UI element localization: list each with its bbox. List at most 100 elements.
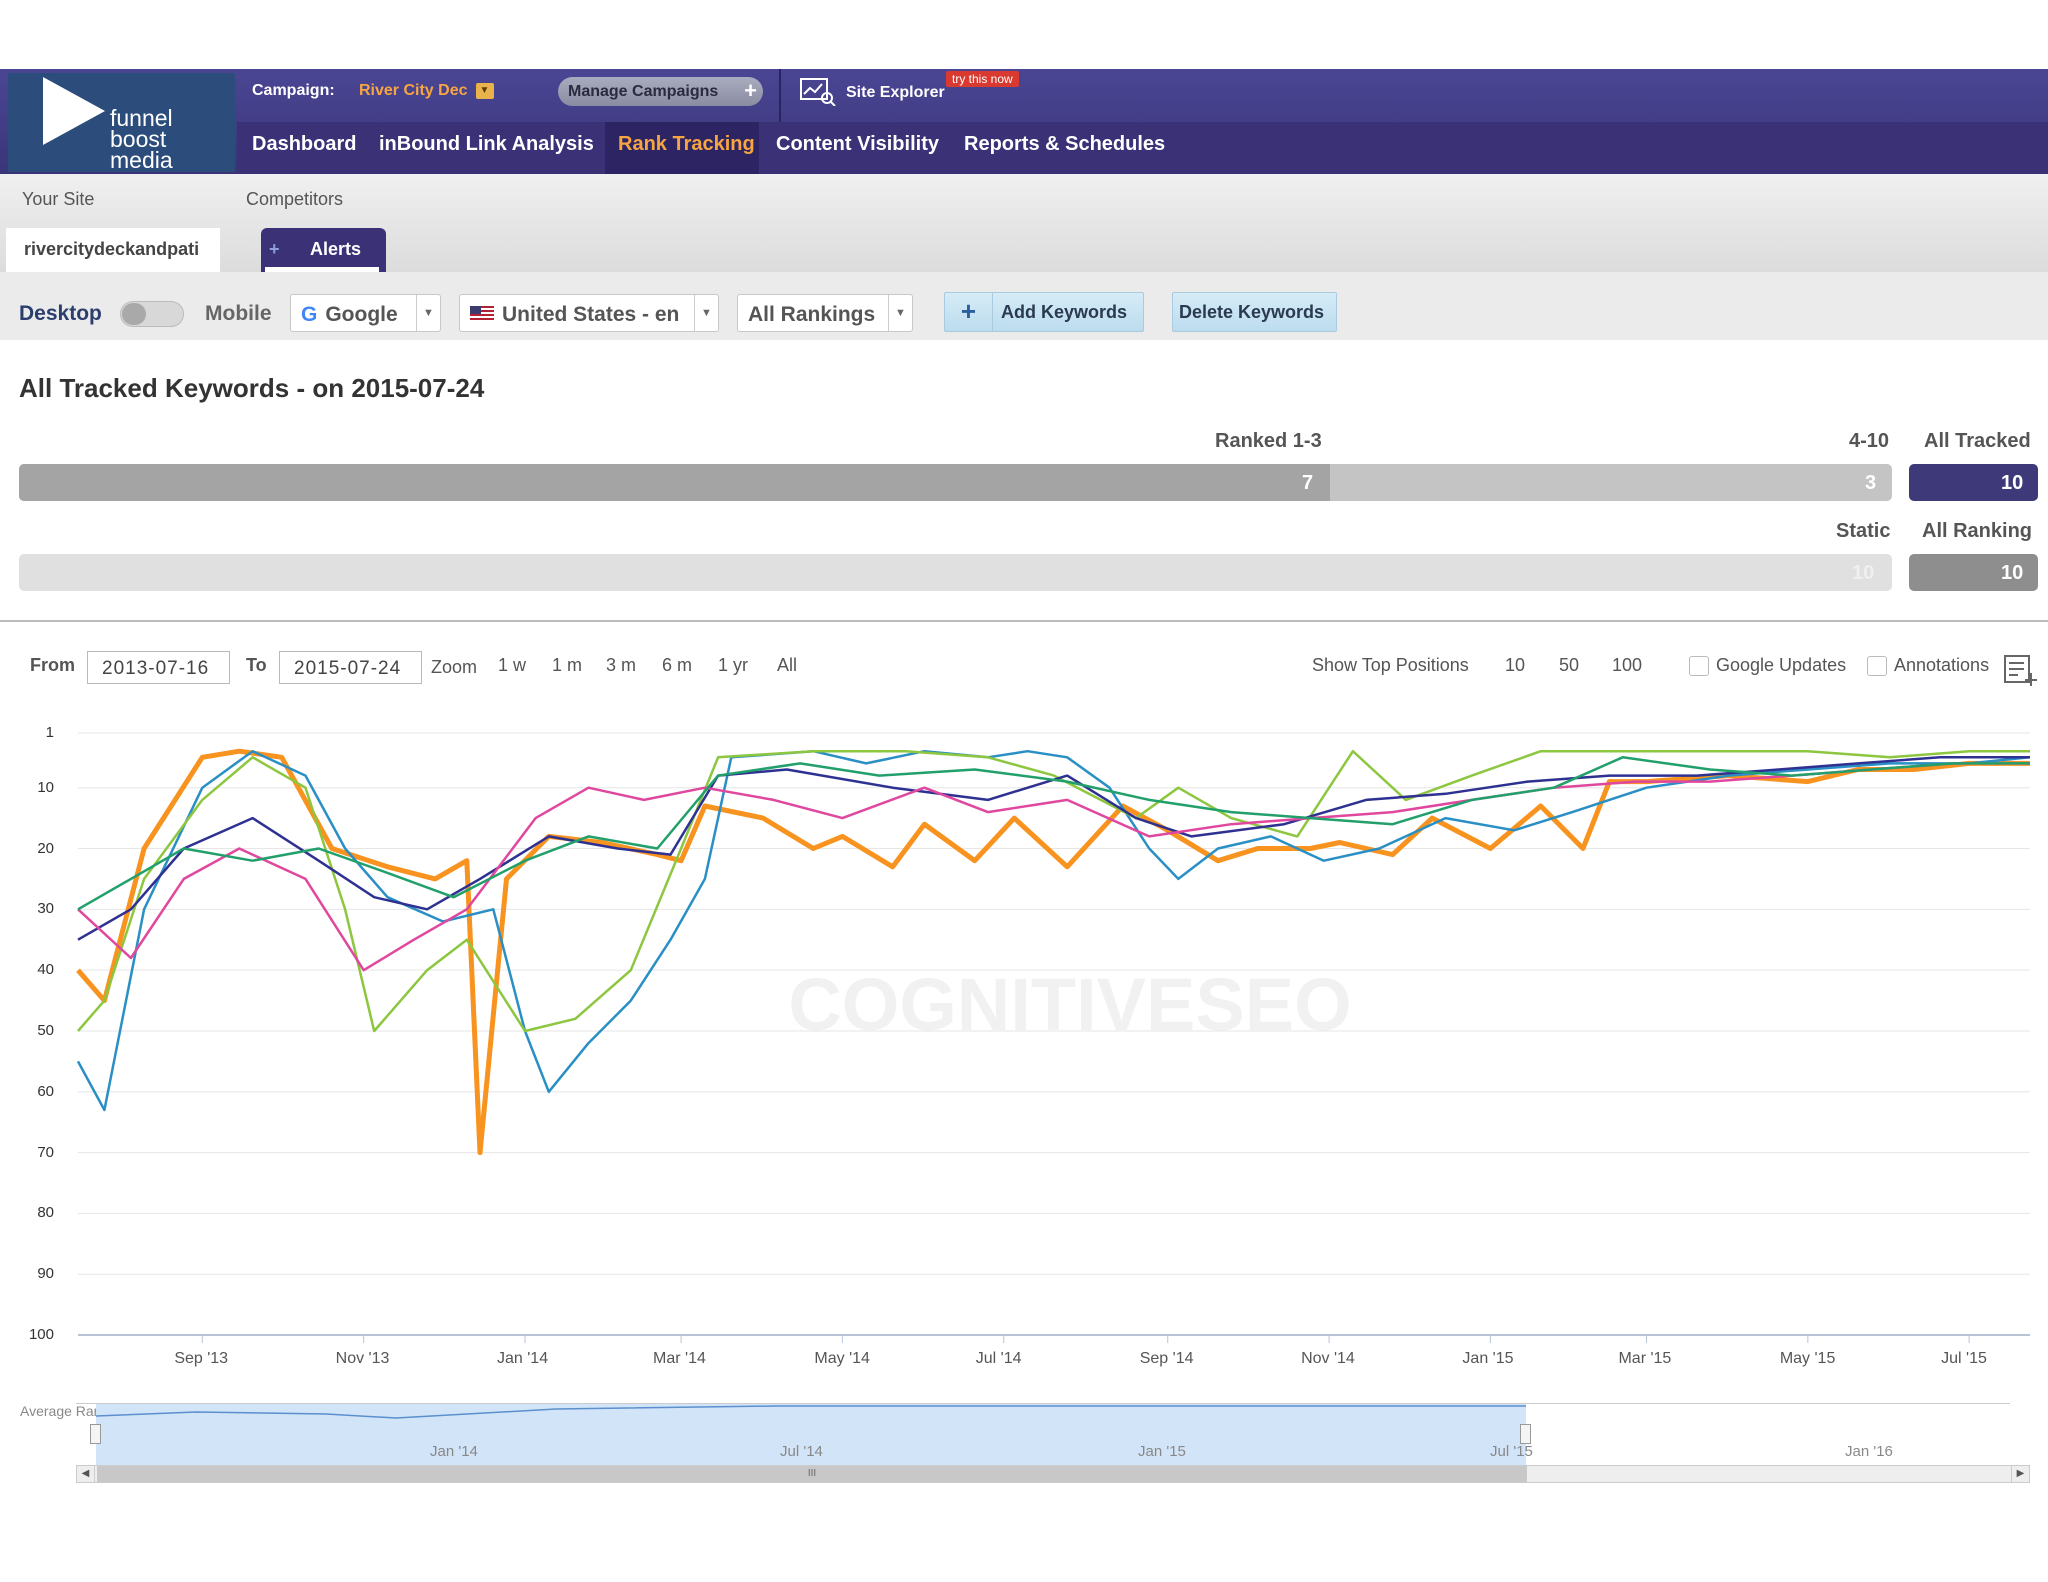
x-tick-label: Sep '14 — [1139, 1350, 1194, 1367]
static-value: 10 — [1852, 562, 1875, 584]
x-tick-label: May '14 — [814, 1350, 870, 1367]
y-tick-label: 40 — [37, 961, 54, 979]
scroll-right-arrow[interactable]: ▶ — [2011, 1466, 2029, 1482]
from-label: From — [30, 655, 75, 675]
keyword-series-line-5[interactable] — [77, 762, 2030, 972]
y-tick-label: 90 — [37, 1265, 54, 1283]
nav-dashboard[interactable]: Dashboard — [252, 133, 357, 155]
zoom-1w-button[interactable]: 1 w — [498, 655, 527, 675]
chevron-down-icon: ▼ — [888, 295, 912, 331]
section-divider — [0, 620, 2048, 622]
alerts-tab-underline — [265, 267, 379, 272]
all-tracked-box[interactable] — [1909, 464, 2038, 501]
google-icon: G — [301, 303, 318, 326]
desktop-label: Desktop — [19, 302, 102, 325]
add-keywords-label: Add Keywords — [1001, 302, 1128, 322]
rankings-value: All Rankings — [748, 303, 876, 326]
navigator-label: Average Rank — [20, 1403, 109, 1419]
y-tick-label: 10 — [37, 778, 54, 796]
chevron-down-icon: ▼ — [416, 295, 440, 331]
navigator-tick-label: Jan '16 — [1845, 1443, 1893, 1460]
x-tick-label: Jan '14 — [497, 1350, 549, 1367]
google-updates-label: Google Updates — [1716, 655, 1847, 675]
keyword-series-line-1[interactable] — [76, 748, 2030, 1156]
top-100-button[interactable]: 100 — [1612, 655, 1643, 675]
show-top-positions-label: Show Top Positions — [1312, 655, 1469, 675]
your-site-tab[interactable]: rivercitydeckandpati — [6, 228, 220, 272]
scrollbar-thumb[interactable]: III — [97, 1466, 1527, 1482]
competitors-label: Competitors — [246, 189, 344, 209]
y-tick-label: 80 — [37, 1204, 54, 1222]
keyword-series-line-2[interactable] — [76, 749, 2031, 1112]
plus-icon: + — [945, 293, 993, 331]
keyword-series-line-6[interactable] — [77, 756, 2030, 911]
delete-keywords-button[interactable]: Delete Keywords — [1172, 292, 1337, 332]
all-ranking-value: 10 — [2001, 562, 2024, 584]
nav-reports-schedules[interactable]: Reports & Schedules — [964, 133, 1166, 155]
device-toggle[interactable] — [120, 301, 184, 327]
nav-active-highlight — [605, 122, 759, 174]
navigator[interactable] — [76, 1403, 2010, 1466]
manage-campaigns-label: Manage Campaigns — [568, 83, 719, 100]
navigator-tick-label: Jan '14 — [430, 1443, 478, 1460]
zoom-label: Zoom — [431, 657, 478, 677]
all-ranking-label: All Ranking — [1922, 520, 2033, 542]
navigator-tick-label: Jan '15 — [1138, 1443, 1186, 1460]
y-tick-label: 20 — [37, 839, 54, 857]
from-date-input[interactable]: 2013-07-16 — [87, 651, 230, 684]
ranked-1-3-segment[interactable] — [19, 464, 1330, 501]
header-divider — [779, 69, 781, 122]
navigator-right-handle[interactable] — [1520, 1424, 1531, 1444]
manage-campaigns-button[interactable]: Manage Campaigns + — [558, 77, 763, 106]
country-select[interactable]: United States - en ▼ — [459, 294, 719, 332]
x-tick-label: May '15 — [1779, 1350, 1836, 1367]
to-date-input[interactable]: 2015-07-24 — [279, 651, 422, 684]
add-keywords-button[interactable]: + Add Keywords — [944, 292, 1144, 332]
add-annotation-icon[interactable] — [2004, 655, 2038, 692]
ranked-1-3-value: 7 — [1302, 472, 1314, 494]
logo-text-3: media — [110, 147, 173, 173]
rank-chart-svg: COGNITIVESEO — [76, 732, 2031, 1343]
rankings-select[interactable]: All Rankings ▼ — [737, 294, 913, 332]
top-10-button[interactable]: 10 — [1505, 655, 1526, 675]
nav-inbound-link-analysis[interactable]: inBound Link Analysis — [379, 133, 594, 155]
nav-content-visibility[interactable]: Content Visibility — [776, 133, 939, 155]
all-tracked-value: 10 — [2001, 472, 2024, 494]
all-ranking-box[interactable] — [1909, 554, 2038, 591]
campaign-selector[interactable]: River City Dec ▼ — [359, 82, 494, 100]
try-this-now-badge: try this now — [946, 71, 1019, 87]
search-engine-select[interactable]: G Google ▼ — [290, 294, 441, 332]
x-tick-label: Mar '14 — [653, 1350, 706, 1367]
x-tick-label: Sep '13 — [174, 1350, 229, 1367]
brand-logo[interactable]: funnel boost media — [8, 73, 235, 172]
keyword-series-line-3[interactable] — [77, 749, 2030, 1033]
rank-4-10-label: 4-10 — [1849, 430, 1890, 452]
navigator-tick-label: Jul '15 — [1490, 1443, 1533, 1460]
static-label: Static — [1836, 520, 1891, 542]
x-tick-label: Jan '15 — [1462, 1350, 1514, 1367]
scroll-left-arrow[interactable]: ◀ — [77, 1466, 95, 1482]
zoom-3m-button[interactable]: 3 m — [606, 655, 637, 675]
all-tracked-label: All Tracked — [1924, 430, 2031, 452]
campaign-value: River City Dec — [359, 82, 468, 99]
navigator-scrollbar[interactable]: ◀ III ▶ — [76, 1465, 2030, 1483]
zoom-6m-button[interactable]: 6 m — [662, 655, 693, 675]
top-50-button[interactable]: 50 — [1559, 655, 1580, 675]
zoom-1yr-button[interactable]: 1 yr — [718, 655, 749, 675]
google-updates-checkbox[interactable] — [1689, 656, 1709, 676]
zoom-1m-button[interactable]: 1 m — [552, 655, 583, 675]
campaign-label: Campaign: — [252, 82, 335, 99]
page-title: All Tracked Keywords - on 2015-07-24 — [19, 373, 485, 403]
site-explorer-link[interactable]: Site Explorer — [846, 84, 945, 101]
static-bar[interactable] — [19, 554, 1892, 591]
annotations-checkbox[interactable] — [1867, 656, 1887, 676]
alerts-tab[interactable]: + Alerts — [261, 228, 386, 272]
alerts-tab-label: Alerts — [310, 239, 362, 259]
x-tick-label: Nov '13 — [335, 1350, 390, 1367]
nav-rank-tracking[interactable]: Rank Tracking — [618, 133, 755, 155]
logo-text-2: boost — [110, 126, 167, 152]
navigator-left-handle[interactable] — [90, 1424, 101, 1444]
zoom-all-button[interactable]: All — [777, 655, 798, 675]
navigator-average-line — [95, 1405, 1526, 1419]
